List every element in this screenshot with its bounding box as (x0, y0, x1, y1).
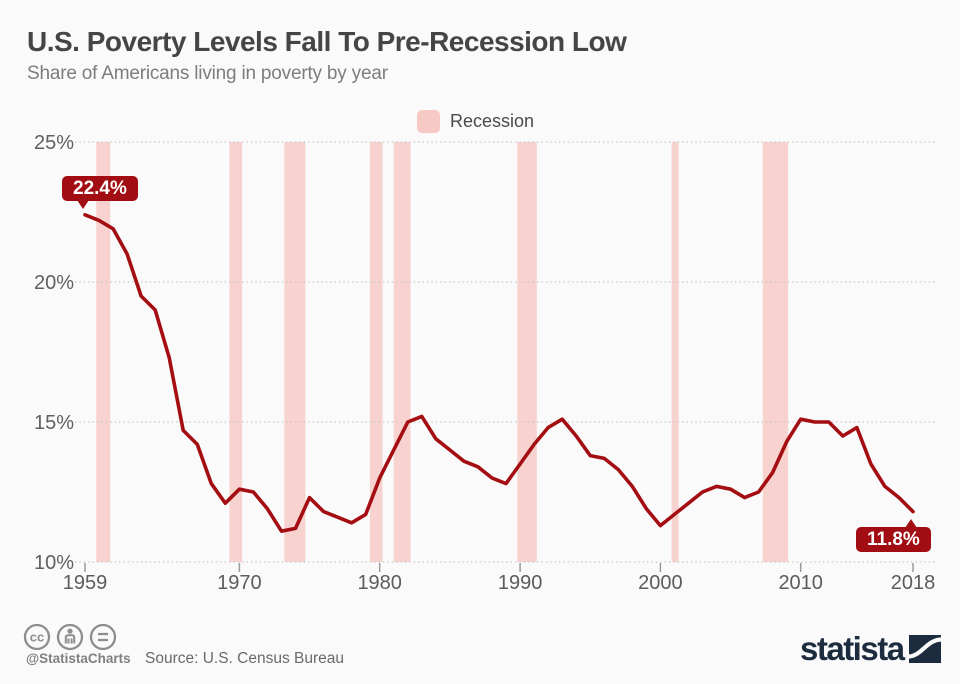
cc-icon: cc (23, 623, 51, 651)
start-callout-pointer-icon (77, 199, 89, 209)
svg-text:cc: cc (30, 630, 44, 645)
page-subtitle: Share of Americans living in poverty by … (27, 63, 388, 84)
x-tick-label: 1959 (63, 572, 108, 594)
end-callout-pointer-icon (905, 518, 917, 528)
recession-swatch-icon (417, 110, 440, 133)
credit-handle[interactable]: @StatistaCharts (26, 651, 131, 666)
creative-commons-license-icons[interactable]: cc (23, 622, 119, 652)
x-tick-label: 2010 (778, 572, 823, 594)
y-tick-label: 20% (34, 272, 74, 294)
statista-wordmark: statista (800, 630, 905, 667)
x-tick-label: 1990 (498, 572, 543, 594)
y-tick-label: 15% (34, 412, 74, 434)
recession-legend: Recession (417, 110, 534, 133)
statista-logo-icon (908, 635, 941, 663)
x-tick-label: 2000 (638, 572, 683, 594)
source-text: Source: U.S. Census Bureau (145, 650, 345, 667)
recession-band (284, 142, 306, 562)
start-value-callout: 22.4% (62, 175, 138, 201)
y-tick-label: 10% (34, 552, 74, 574)
y-tick-label: 25% (34, 132, 74, 154)
recession-band (369, 142, 383, 562)
recession-band (671, 142, 679, 562)
equal-icon (89, 623, 117, 651)
x-tick-label: 2018 (891, 572, 936, 594)
end-value-callout: 11.8% (856, 527, 931, 553)
recession-band (96, 142, 111, 562)
page-title: U.S. Poverty Levels Fall To Pre-Recessio… (27, 26, 627, 57)
poverty-rate-line (83, 213, 915, 533)
recession-band (393, 142, 411, 562)
statista-brand[interactable]: statista (800, 632, 941, 666)
recession-band (517, 142, 537, 562)
legend-label: Recession (450, 111, 535, 131)
recession-band (229, 142, 243, 562)
recession-band (762, 142, 789, 562)
x-tick-label: 1970 (217, 572, 262, 594)
attribution-icon (56, 623, 84, 651)
x-tick-label: 1980 (357, 572, 402, 594)
